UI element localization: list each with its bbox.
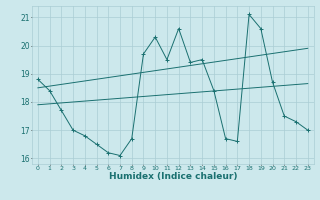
- X-axis label: Humidex (Indice chaleur): Humidex (Indice chaleur): [108, 172, 237, 181]
